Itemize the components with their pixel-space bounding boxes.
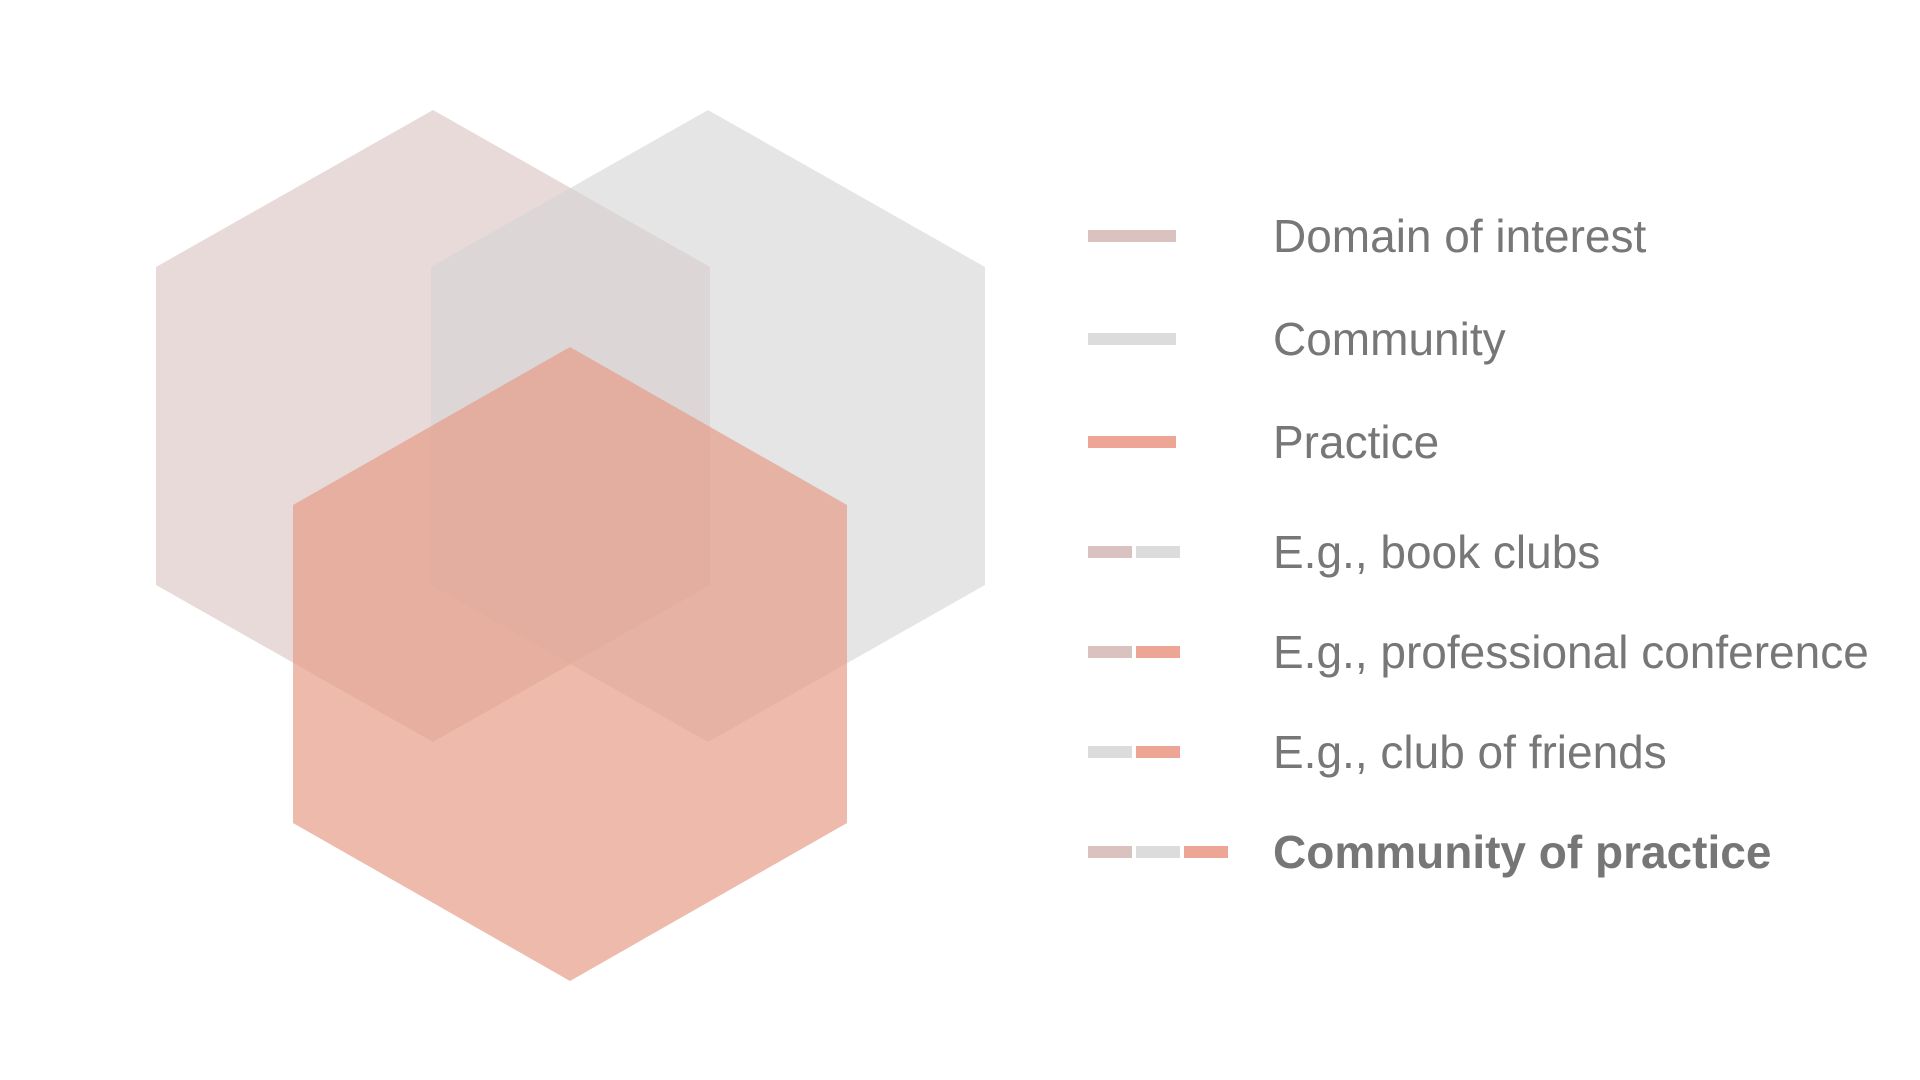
legend-label: E.g., book clubs bbox=[1273, 526, 1601, 578]
legend-item-practice: Practice bbox=[1088, 412, 1908, 472]
legend-swatches bbox=[1088, 546, 1228, 558]
legend-item-book-clubs: E.g., book clubs bbox=[1088, 522, 1908, 582]
legend-swatches bbox=[1088, 333, 1228, 345]
legend-swatches bbox=[1088, 646, 1228, 658]
legend-swatches bbox=[1088, 746, 1228, 758]
domain-swatch bbox=[1088, 230, 1176, 242]
legend: Domain of interest Community Practice E.… bbox=[1088, 0, 1908, 1080]
legend-item-club-of-friends: E.g., club of friends bbox=[1088, 722, 1908, 782]
legend-label: Community bbox=[1273, 313, 1506, 365]
legend-label: Practice bbox=[1273, 416, 1440, 468]
legend-label: Community of practice bbox=[1273, 826, 1772, 878]
legend-label: E.g., professional conference bbox=[1273, 626, 1869, 678]
community-swatch bbox=[1088, 746, 1132, 758]
legend-label: Domain of interest bbox=[1273, 210, 1647, 262]
legend-item-community: Community bbox=[1088, 309, 1908, 369]
practice-hexagon bbox=[293, 347, 847, 981]
legend-swatches bbox=[1088, 436, 1228, 448]
practice-swatch bbox=[1136, 746, 1180, 758]
legend-item-professional-conference: E.g., professional conference bbox=[1088, 622, 1908, 682]
domain-swatch bbox=[1088, 846, 1132, 858]
legend-swatches bbox=[1088, 846, 1228, 858]
community-swatch bbox=[1136, 546, 1180, 558]
legend-item-community-of-practice: Community of practice bbox=[1088, 822, 1908, 882]
legend-item-domain-of-interest: Domain of interest bbox=[1088, 206, 1908, 266]
domain-swatch bbox=[1088, 546, 1132, 558]
domain-swatch bbox=[1088, 646, 1132, 658]
practice-swatch bbox=[1184, 846, 1228, 858]
hexagon-venn-diagram bbox=[156, 110, 985, 981]
community-swatch bbox=[1088, 333, 1176, 345]
legend-swatches bbox=[1088, 230, 1228, 242]
practice-swatch bbox=[1136, 646, 1180, 658]
legend-label: E.g., club of friends bbox=[1273, 726, 1667, 778]
practice-swatch bbox=[1088, 436, 1176, 448]
community-swatch bbox=[1136, 846, 1180, 858]
